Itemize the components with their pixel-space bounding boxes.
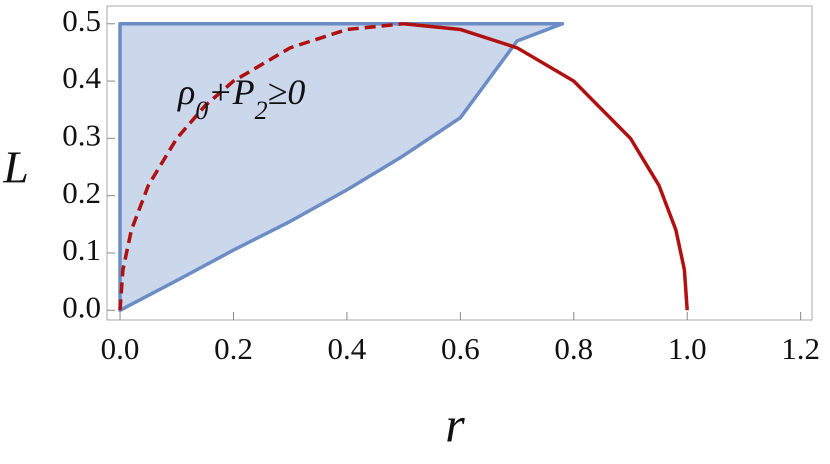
x-tick-label: 0.0 [101, 331, 140, 366]
curve [403, 22, 689, 311]
y-tick-label: 0.1 [62, 232, 101, 267]
y-tick-label: 0.3 [62, 117, 101, 152]
x-tick-label: 0.6 [441, 331, 480, 366]
x-tick-label: 0.2 [214, 331, 253, 366]
annotation-part: ρ [177, 72, 195, 112]
curve [118, 22, 404, 311]
x-axis-label: r [445, 396, 465, 452]
annotation-part: +P [208, 72, 254, 112]
annotation-part: 0 [195, 96, 208, 125]
y-tick-label: 0.2 [62, 175, 101, 210]
y-tick-label: 0.5 [62, 3, 101, 38]
x-tick-label: 1.2 [781, 331, 820, 366]
y-axis-label: L [2, 142, 29, 193]
region [118, 22, 565, 313]
x-tick-label: 0.4 [328, 331, 367, 366]
annotation: ρ0+P2≥0 [177, 72, 305, 125]
annotation-part: ≥0 [268, 72, 306, 112]
y-tick-label: 0.0 [62, 289, 101, 324]
y-tick-label: 0.4 [62, 60, 101, 95]
annotation-part: 2 [255, 96, 268, 125]
x-tick-label: 0.8 [554, 331, 593, 366]
plot-frame [106, 5, 813, 321]
x-tick-label: 1.0 [668, 331, 707, 366]
